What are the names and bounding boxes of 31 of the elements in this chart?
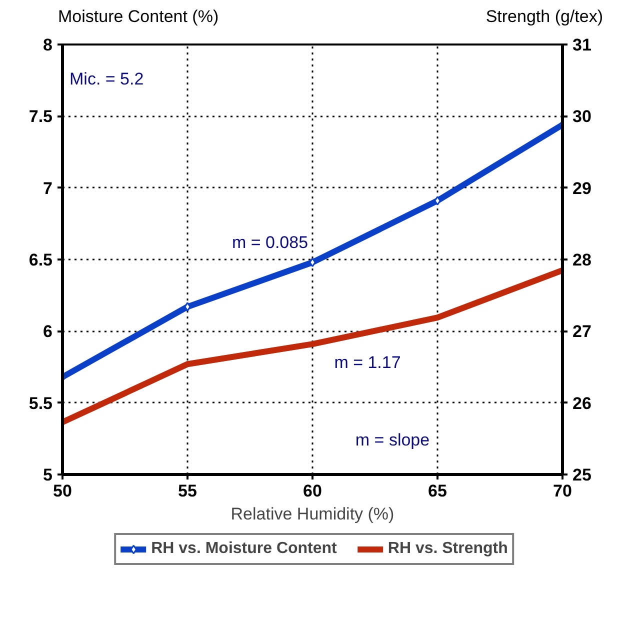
- y-tick-label: 6.5: [28, 250, 53, 270]
- x-tick-label: 55: [178, 482, 197, 501]
- x-tick-label: 70: [553, 482, 572, 501]
- y-tick-label: 5: [43, 466, 53, 485]
- y-tick-label: 7.5: [28, 107, 53, 126]
- y2-tick-label: 25: [572, 466, 592, 485]
- x-tick-label: 50: [53, 482, 72, 501]
- x-axis-title: Relative Humidity (%): [230, 504, 394, 524]
- point: [309, 258, 316, 268]
- y2-tick-label: 28: [572, 250, 592, 270]
- y-tick-label: 5.5: [28, 394, 53, 414]
- annotation: m = 0.085: [232, 233, 308, 252]
- y-tick-label: 8: [43, 36, 53, 55]
- y2-tick-label: 26: [572, 394, 592, 414]
- point: [184, 302, 191, 312]
- y2-tick-label: 30: [572, 107, 592, 126]
- legend-label: RH vs. Moisture Content: [151, 540, 337, 558]
- x-tick-label: 60: [303, 482, 322, 501]
- y-axis-title: Moisture Content (%): [58, 6, 219, 28]
- annotation: Mic. = 5.2: [70, 70, 144, 89]
- y-tick-label: 6: [43, 322, 53, 342]
- y2-tick-label: 29: [572, 179, 592, 198]
- x-tick-label: 65: [428, 482, 447, 501]
- y2-axis-title: Strength (g/tex): [486, 6, 603, 28]
- y-tick-label: 7: [43, 179, 53, 198]
- annotation: m = slope: [355, 430, 430, 450]
- legend-label: RH vs. Strength: [388, 540, 508, 558]
- y2-tick-label: 31: [572, 36, 592, 55]
- point: [434, 196, 441, 206]
- annotation: m = 1.17: [334, 353, 401, 372]
- y2-tick-label: 27: [572, 322, 592, 342]
